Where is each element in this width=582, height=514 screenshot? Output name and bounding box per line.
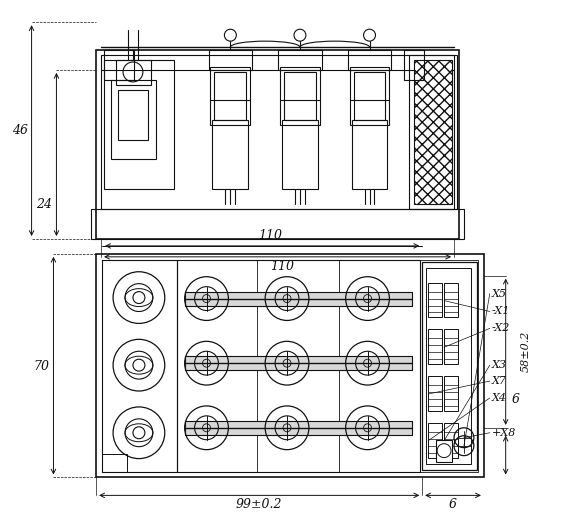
Bar: [444, 376, 458, 411]
Bar: [184, 421, 412, 435]
Bar: [428, 329, 442, 364]
Bar: [211, 67, 250, 124]
Bar: [111, 80, 156, 159]
Text: 6: 6: [512, 393, 520, 407]
Bar: [91, 209, 464, 239]
Bar: [282, 120, 318, 189]
Bar: [184, 356, 412, 370]
Text: 110: 110: [270, 260, 294, 273]
Bar: [422, 262, 477, 469]
Bar: [409, 55, 457, 209]
Bar: [102, 454, 127, 471]
Text: 58±0.2: 58±0.2: [520, 331, 531, 372]
Bar: [428, 283, 442, 318]
Bar: [278, 50, 322, 70]
Text: 70: 70: [34, 360, 49, 373]
Bar: [350, 67, 389, 124]
Bar: [101, 55, 454, 209]
Bar: [96, 254, 484, 478]
Bar: [102, 260, 478, 471]
Bar: [428, 376, 442, 411]
Text: X3: X3: [492, 360, 507, 370]
Bar: [102, 260, 177, 471]
Bar: [208, 50, 252, 70]
Bar: [404, 50, 424, 80]
Bar: [118, 90, 148, 139]
Bar: [444, 423, 458, 457]
Bar: [104, 50, 134, 80]
Text: 6: 6: [449, 498, 457, 511]
Text: 46: 46: [12, 124, 28, 137]
Bar: [96, 50, 459, 239]
Text: X7: X7: [492, 376, 507, 386]
Bar: [177, 260, 420, 471]
Text: +X8: +X8: [492, 428, 516, 438]
Bar: [428, 423, 442, 457]
Bar: [280, 67, 320, 124]
Bar: [444, 329, 458, 364]
Bar: [426, 268, 471, 464]
Bar: [444, 283, 458, 318]
Text: -X2: -X2: [492, 323, 510, 334]
Text: X5: X5: [492, 288, 507, 299]
Bar: [354, 72, 385, 120]
Bar: [104, 60, 173, 189]
Bar: [436, 439, 452, 462]
Text: -X1: -X1: [492, 306, 510, 317]
Bar: [414, 60, 452, 204]
Bar: [212, 120, 249, 189]
Text: X4: X4: [492, 393, 507, 403]
Bar: [116, 60, 151, 85]
Bar: [284, 72, 316, 120]
Bar: [215, 72, 246, 120]
Text: 110: 110: [258, 229, 282, 243]
Text: 99±0.2: 99±0.2: [236, 498, 282, 511]
Bar: [352, 120, 388, 189]
Text: 24: 24: [37, 198, 52, 211]
Bar: [184, 291, 412, 305]
Bar: [347, 50, 391, 70]
